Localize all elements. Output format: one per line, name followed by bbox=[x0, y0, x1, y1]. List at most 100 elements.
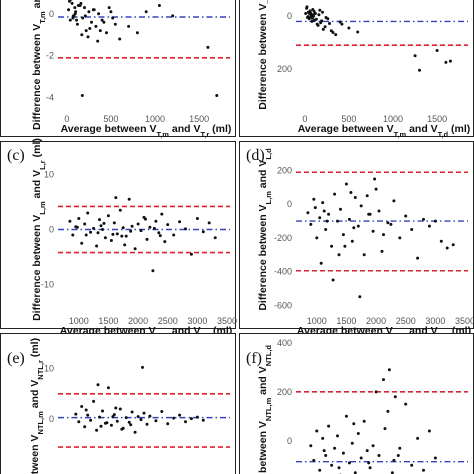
data-point bbox=[396, 454, 400, 457]
data-point bbox=[330, 463, 334, 467]
data-point bbox=[102, 221, 106, 225]
data-point bbox=[451, 243, 455, 247]
data-point bbox=[327, 212, 331, 216]
data-point bbox=[70, 1, 74, 5]
data-point bbox=[77, 217, 81, 220]
data-point bbox=[109, 239, 113, 242]
panel-label: (c) bbox=[7, 147, 25, 164]
data-point bbox=[92, 226, 96, 230]
data-point bbox=[120, 234, 124, 238]
x-tick-label: 2000 bbox=[366, 316, 386, 326]
data-point bbox=[74, 412, 78, 416]
data-point bbox=[160, 212, 164, 216]
data-point bbox=[313, 206, 317, 210]
x-tick-label: 2500 bbox=[396, 316, 416, 326]
data-point bbox=[73, 6, 77, 10]
data-point bbox=[315, 429, 319, 433]
data-point bbox=[314, 17, 318, 21]
data-point bbox=[338, 20, 342, 24]
data-point bbox=[80, 33, 84, 37]
data-point bbox=[410, 228, 414, 231]
y-tick-label: 200 bbox=[277, 64, 292, 74]
y-axis-title: etween VNTL,m​ and VNTL,r​ (ml) bbox=[29, 338, 45, 474]
data-point bbox=[309, 222, 313, 226]
data-point bbox=[339, 207, 342, 211]
data-point bbox=[84, 233, 88, 237]
data-point bbox=[323, 25, 327, 29]
data-point bbox=[111, 16, 115, 20]
data-point bbox=[84, 408, 88, 412]
data-point bbox=[99, 424, 103, 428]
data-point bbox=[215, 94, 219, 97]
data-point bbox=[312, 9, 316, 13]
data-point bbox=[389, 222, 393, 226]
data-point bbox=[154, 219, 158, 223]
data-point bbox=[347, 217, 351, 221]
data-point bbox=[71, 14, 75, 18]
data-point bbox=[359, 204, 363, 208]
data-point bbox=[114, 406, 118, 410]
data-point bbox=[333, 192, 337, 196]
data-point bbox=[350, 239, 354, 243]
data-point bbox=[67, 8, 71, 12]
data-point bbox=[89, 230, 93, 234]
data-point bbox=[315, 236, 319, 240]
data-point bbox=[341, 233, 345, 237]
data-point bbox=[139, 229, 143, 233]
data-point bbox=[398, 446, 402, 450]
data-point bbox=[86, 35, 90, 39]
data-point bbox=[311, 13, 315, 17]
data-point bbox=[368, 466, 372, 470]
data-point bbox=[109, 10, 113, 14]
panel-label: (e) bbox=[7, 350, 25, 367]
data-point bbox=[343, 244, 347, 248]
x-tick-label: 3500 bbox=[217, 316, 237, 326]
data-point bbox=[144, 10, 148, 14]
data-point bbox=[92, 399, 96, 403]
data-point bbox=[308, 12, 312, 16]
data-point bbox=[305, 5, 309, 9]
y-tick-label: -4 bbox=[46, 93, 54, 103]
data-point bbox=[327, 424, 331, 428]
data-point bbox=[349, 191, 353, 194]
data-point bbox=[418, 68, 421, 72]
data-point bbox=[178, 220, 182, 224]
data-point bbox=[145, 237, 149, 241]
plot-area bbox=[296, 171, 468, 299]
data-point bbox=[118, 37, 122, 41]
y-tick-label: 0 bbox=[49, 414, 54, 424]
data-point bbox=[115, 232, 119, 236]
data-point bbox=[422, 468, 425, 472]
data-point bbox=[148, 414, 152, 418]
data-point bbox=[382, 378, 385, 382]
data-point bbox=[195, 415, 199, 419]
data-point bbox=[309, 444, 313, 448]
data-point bbox=[151, 269, 155, 273]
data-point bbox=[318, 8, 322, 12]
data-point bbox=[124, 234, 128, 238]
data-point bbox=[304, 12, 308, 15]
data-point bbox=[157, 231, 161, 235]
data-point bbox=[111, 415, 115, 419]
data-point bbox=[123, 243, 127, 247]
data-point bbox=[83, 6, 86, 10]
data-point bbox=[371, 229, 375, 233]
data-point bbox=[120, 427, 124, 431]
data-point bbox=[98, 415, 101, 419]
data-point bbox=[325, 219, 329, 223]
data-point bbox=[92, 8, 96, 12]
data-point bbox=[195, 217, 199, 220]
data-point bbox=[101, 409, 104, 413]
data-point bbox=[317, 13, 321, 17]
data-point bbox=[98, 29, 102, 33]
data-point bbox=[115, 419, 119, 423]
data-point bbox=[206, 45, 210, 49]
data-point bbox=[422, 217, 425, 221]
data-point bbox=[144, 217, 147, 221]
data-point bbox=[427, 224, 431, 228]
data-point bbox=[68, 219, 72, 223]
y-axis-title: Difference between VT,m​ and VT,r​ bbox=[31, 0, 47, 130]
data-point bbox=[328, 22, 331, 25]
data-point bbox=[371, 444, 375, 448]
